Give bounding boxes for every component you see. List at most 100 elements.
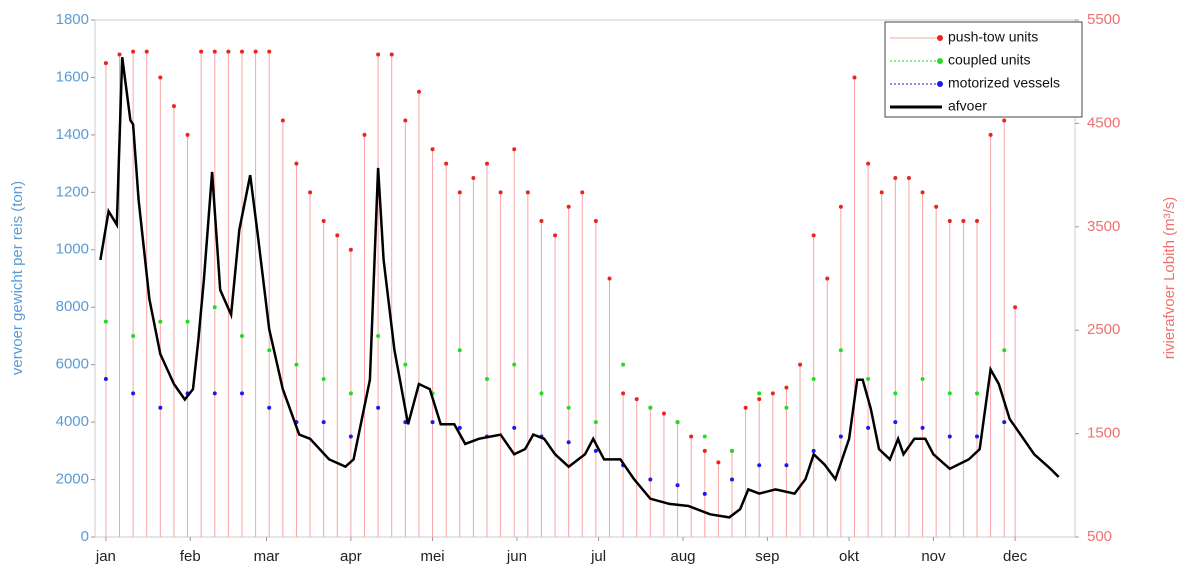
point (893, 391, 898, 396)
point (716, 460, 721, 465)
y-tick-label: 1000 (56, 241, 89, 258)
point (730, 448, 734, 453)
point (539, 219, 544, 224)
point (770, 391, 775, 396)
y2-tick-label: 1500 (1087, 425, 1120, 442)
point (389, 52, 394, 57)
x-tick-label: nov (921, 548, 946, 565)
legend-label: push-tow units (948, 29, 1038, 45)
point (158, 75, 163, 80)
point (158, 319, 163, 324)
y-tick-label: 4000 (56, 413, 89, 430)
point (267, 49, 272, 54)
x-tick-label: jan (95, 548, 116, 565)
point (512, 425, 517, 430)
point (457, 425, 462, 430)
point (784, 463, 789, 468)
legend-swatch-dot (937, 35, 943, 41)
y-tick-label: 2000 (56, 471, 89, 488)
point (308, 190, 313, 195)
point (920, 425, 925, 430)
point (226, 49, 231, 54)
point (702, 434, 707, 439)
point (362, 132, 367, 137)
point (376, 405, 381, 410)
point (730, 477, 734, 482)
x-tick-label: jun (506, 548, 527, 565)
y2-tick-label: 500 (1087, 528, 1112, 545)
x-tick-label: dec (1003, 548, 1028, 565)
y-tick-label: 1200 (56, 183, 89, 200)
y2-tick-label: 2500 (1087, 321, 1120, 338)
point (661, 411, 666, 416)
point (920, 377, 925, 382)
point (975, 391, 979, 396)
point (648, 405, 653, 410)
point (866, 161, 871, 166)
point (906, 175, 911, 180)
x-tick-label: okt (839, 548, 860, 565)
point (294, 362, 299, 367)
legend-swatch-dot (937, 81, 943, 87)
y-axis-title: vervoer gewicht per reis (ton) (9, 181, 26, 375)
point (702, 491, 707, 496)
point (403, 362, 408, 367)
point (975, 434, 979, 439)
point (253, 49, 258, 54)
y-tick-label: 1400 (56, 126, 89, 143)
point (866, 425, 871, 430)
x-tick-label: mei (420, 548, 444, 565)
point (1002, 118, 1007, 123)
point (757, 391, 762, 396)
point (512, 147, 517, 152)
point (988, 132, 993, 137)
y-tick-label: 1800 (56, 11, 89, 28)
point (757, 397, 762, 402)
point (376, 333, 381, 338)
point (934, 204, 939, 209)
point (947, 219, 952, 224)
x-tick-label: feb (180, 548, 201, 565)
point (798, 362, 803, 367)
point (566, 204, 571, 209)
point (348, 391, 353, 396)
point (444, 161, 449, 166)
point (212, 49, 217, 54)
point (947, 434, 952, 439)
point (634, 397, 639, 402)
point (621, 362, 626, 367)
point (430, 147, 435, 152)
y2-tick-label: 4500 (1087, 114, 1120, 131)
point (553, 233, 558, 238)
point (335, 233, 340, 238)
point (103, 61, 108, 66)
point (144, 49, 149, 54)
point (103, 377, 108, 382)
y2-tick-label: 5500 (1087, 11, 1120, 28)
point (893, 175, 898, 180)
x-tick-label: aug (670, 548, 695, 565)
point (185, 132, 190, 137)
y2-tick-label: 3500 (1087, 218, 1120, 235)
point (947, 391, 952, 396)
point (240, 49, 244, 54)
point (240, 391, 244, 396)
point (321, 420, 326, 425)
point (852, 75, 857, 80)
point (280, 118, 285, 123)
x-tick-label: jul (590, 548, 606, 565)
point (457, 348, 462, 353)
point (811, 448, 816, 453)
point (566, 405, 571, 410)
point (689, 434, 694, 439)
point (975, 219, 979, 224)
point (825, 276, 830, 281)
point (348, 247, 353, 252)
point (131, 49, 136, 54)
point (512, 362, 517, 367)
point (838, 434, 843, 439)
legend-label: coupled units (948, 52, 1031, 68)
legend-swatch-dot (937, 58, 943, 64)
point (171, 104, 176, 109)
point (539, 391, 544, 396)
